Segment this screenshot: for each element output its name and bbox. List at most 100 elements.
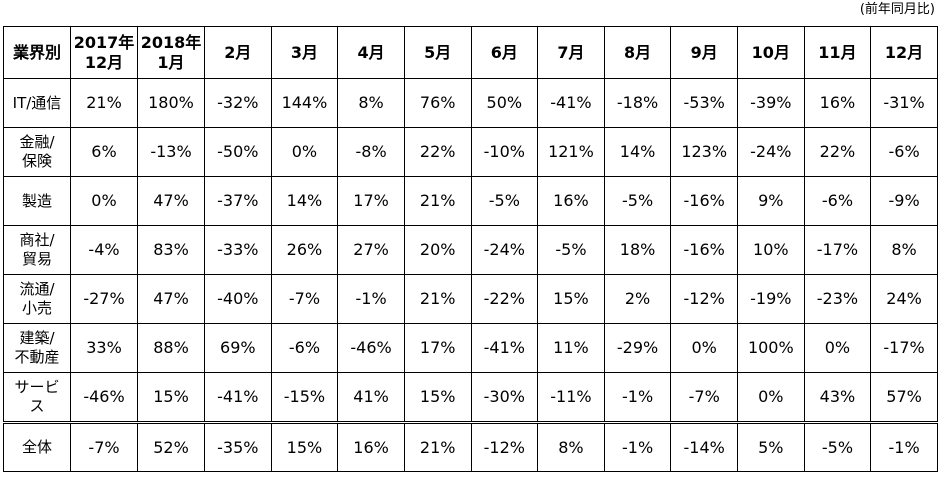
value-cell: 5% bbox=[737, 421, 805, 472]
cell-text: IT/通信 bbox=[12, 93, 62, 112]
value-cell: 6% bbox=[70, 127, 138, 177]
value-cell: -1% bbox=[603, 372, 672, 423]
value-cell: 10% bbox=[737, 225, 805, 275]
value-cell: 14% bbox=[603, 127, 672, 177]
value-cell: 9% bbox=[737, 176, 805, 226]
category-cell: IT/通信 bbox=[3, 78, 71, 128]
cell-text: 2017年 bbox=[73, 32, 135, 52]
table-row: IT/通信 21% 180% -32% 144% 8% 76% 50% -41% -18% -53%… bbox=[3, 78, 938, 128]
value-cell: -10% bbox=[470, 127, 539, 177]
value-cell: 20% bbox=[403, 225, 472, 275]
cell-text: 2月 bbox=[224, 42, 252, 62]
value-cell: 83% bbox=[137, 225, 205, 275]
value-cell: -8% bbox=[337, 127, 405, 177]
value-cell: 22% bbox=[403, 127, 472, 177]
value-cell: 121% bbox=[537, 127, 605, 177]
cell-text: 商社/ bbox=[19, 231, 55, 249]
value-cell: 22% bbox=[803, 127, 872, 177]
category-cell: 全体 bbox=[3, 421, 71, 472]
value-cell: 8% bbox=[870, 225, 938, 275]
category-cell: サービス bbox=[3, 372, 71, 423]
cell-text: 流通/ bbox=[19, 280, 55, 298]
value-cell: -6% bbox=[803, 176, 872, 226]
value-cell: 15% bbox=[403, 372, 472, 423]
value-cell: 26% bbox=[270, 225, 339, 275]
column-header: 業界別 bbox=[3, 26, 71, 79]
value-cell: 15% bbox=[537, 274, 605, 324]
value-cell: -12% bbox=[470, 421, 539, 472]
table-row: 建築/不動産 33% 88% 69% -6% -46% 17% -41% 11% -29% 0% 10… bbox=[3, 323, 938, 373]
value-cell: 0% bbox=[803, 323, 872, 373]
value-cell: -17% bbox=[870, 323, 938, 373]
value-cell: 21% bbox=[70, 78, 138, 128]
value-cell: 2% bbox=[603, 274, 672, 324]
value-cell: 15% bbox=[270, 421, 339, 472]
cell-text: 金融/ bbox=[19, 133, 55, 151]
cell-text: 4月 bbox=[357, 42, 385, 62]
value-cell: 0% bbox=[670, 323, 738, 373]
column-header: 6月 bbox=[470, 26, 539, 79]
value-cell: -11% bbox=[537, 372, 605, 423]
column-header: 11月 bbox=[803, 26, 872, 79]
value-cell: 41% bbox=[337, 372, 405, 423]
column-header: 2018年 1月 bbox=[137, 26, 205, 79]
value-cell: -46% bbox=[70, 372, 138, 423]
value-cell: -7% bbox=[270, 274, 339, 324]
value-cell: -7% bbox=[70, 421, 138, 472]
value-cell: 27% bbox=[337, 225, 405, 275]
value-cell: 14% bbox=[270, 176, 339, 226]
category-cell: 金融/保険 bbox=[3, 127, 71, 177]
value-cell: 8% bbox=[337, 78, 405, 128]
value-cell: -24% bbox=[470, 225, 539, 275]
value-cell: -41% bbox=[470, 323, 539, 373]
value-cell: 76% bbox=[403, 78, 472, 128]
value-cell: 11% bbox=[537, 323, 605, 373]
cell-text: 9月 bbox=[690, 42, 718, 62]
value-cell: -1% bbox=[337, 274, 405, 324]
cell-text: 保険 bbox=[21, 152, 52, 170]
table-row: サービス -46% 15% -41% -15% 41% 15% -30% -11% -1% -7% 0… bbox=[3, 372, 938, 423]
value-cell: -27% bbox=[70, 274, 138, 324]
value-cell: 21% bbox=[403, 176, 472, 226]
value-cell: -1% bbox=[870, 421, 938, 472]
cell-text: 11月 bbox=[818, 42, 857, 62]
cell-text: 6月 bbox=[490, 42, 518, 62]
value-cell: -33% bbox=[204, 225, 272, 275]
value-cell: 33% bbox=[70, 323, 138, 373]
value-cell: 0% bbox=[70, 176, 138, 226]
cell-text: 業界別 bbox=[12, 42, 61, 62]
cell-text: 不動産 bbox=[14, 348, 60, 366]
note-yoy: (前年同月比) bbox=[859, 2, 935, 17]
value-cell: -15% bbox=[270, 372, 339, 423]
value-cell: 47% bbox=[137, 274, 205, 324]
value-cell: -16% bbox=[670, 225, 738, 275]
value-cell: -46% bbox=[337, 323, 405, 373]
cell-text: 貿易 bbox=[21, 250, 52, 268]
category-cell: 流通/小売 bbox=[3, 274, 71, 324]
value-cell: -1% bbox=[603, 421, 672, 472]
category-cell: 建築/不動産 bbox=[3, 323, 71, 373]
column-header: 7月 bbox=[537, 26, 605, 79]
value-cell: -5% bbox=[537, 225, 605, 275]
value-cell: -23% bbox=[803, 274, 872, 324]
column-header: 4月 bbox=[337, 26, 405, 79]
cell-text: 2018年 bbox=[140, 32, 202, 52]
value-cell: 47% bbox=[137, 176, 205, 226]
cell-text: 10月 bbox=[751, 42, 790, 62]
value-cell: -19% bbox=[737, 274, 805, 324]
value-cell: -5% bbox=[470, 176, 539, 226]
column-header: 2月 bbox=[204, 26, 272, 79]
value-cell: 17% bbox=[337, 176, 405, 226]
value-cell: 0% bbox=[737, 372, 805, 423]
value-cell: -6% bbox=[870, 127, 938, 177]
table-row: 流通/小売 -27% 47% -40% -7% -1% 21% -22% 15% 2% -12% -1… bbox=[3, 274, 938, 324]
value-cell: 21% bbox=[403, 274, 472, 324]
value-cell: 16% bbox=[537, 176, 605, 226]
value-cell: -13% bbox=[137, 127, 205, 177]
value-cell: 123% bbox=[670, 127, 738, 177]
value-cell: 21% bbox=[403, 421, 472, 472]
column-header: 2017年 12月 bbox=[70, 26, 138, 79]
cell-text: 製造 bbox=[21, 191, 52, 210]
cell-text: 12月 bbox=[884, 42, 924, 62]
category-cell: 製造 bbox=[3, 176, 71, 226]
